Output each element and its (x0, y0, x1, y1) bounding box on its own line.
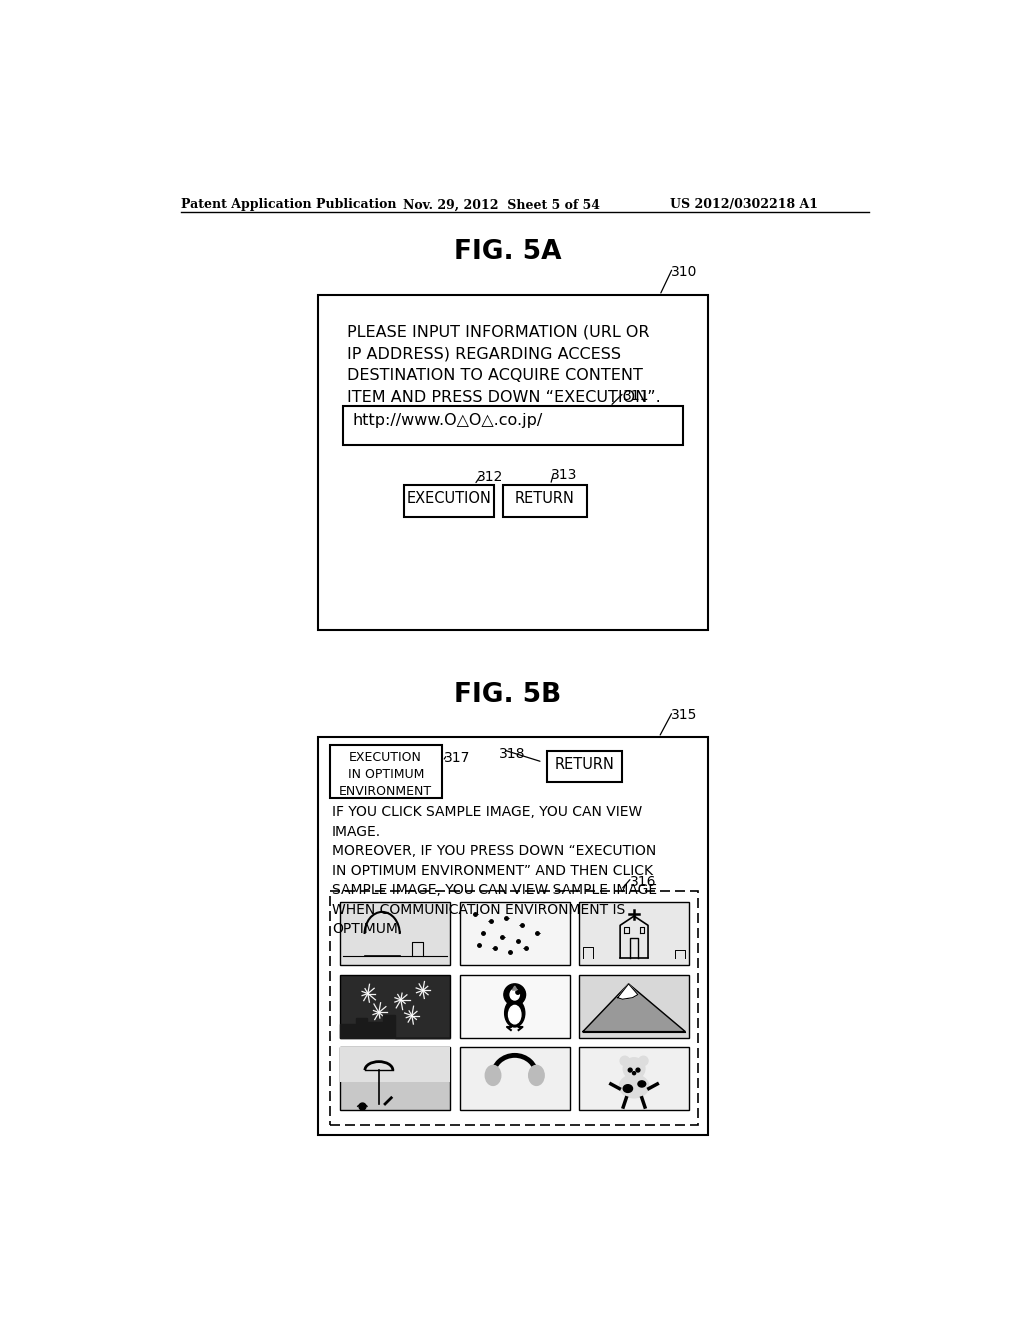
Text: EXECUTION: EXECUTION (407, 491, 492, 506)
Bar (460, 1047, 569, 1110)
Ellipse shape (509, 1006, 521, 1024)
Bar (460, 903, 569, 965)
Polygon shape (617, 983, 638, 999)
Bar (330, 891, 697, 1125)
Text: RETURN: RETURN (555, 756, 614, 772)
Circle shape (516, 990, 520, 994)
Bar (403, 484, 494, 517)
Circle shape (636, 1068, 640, 1072)
Text: US 2012/0302218 A1: US 2012/0302218 A1 (671, 198, 818, 211)
Text: EXECUTION
IN OPTIMUM
ENVIRONMENT: EXECUTION IN OPTIMUM ENVIRONMENT (339, 751, 432, 797)
Text: 315: 315 (671, 708, 697, 722)
Text: RETURN: RETURN (515, 491, 574, 506)
Bar (317, 296, 708, 630)
Text: 317: 317 (444, 751, 471, 766)
Text: FIG. 5A: FIG. 5A (454, 239, 561, 265)
Text: 310: 310 (671, 264, 697, 279)
Ellipse shape (638, 1081, 646, 1088)
Ellipse shape (510, 989, 519, 1001)
Ellipse shape (528, 1065, 544, 1085)
Circle shape (629, 1068, 632, 1072)
Text: http://www.O△O△.co.jp/: http://www.O△O△.co.jp/ (352, 412, 543, 428)
Ellipse shape (505, 999, 525, 1027)
Circle shape (633, 1072, 636, 1074)
Polygon shape (512, 986, 517, 990)
Text: 313: 313 (551, 469, 578, 482)
Ellipse shape (620, 1074, 649, 1098)
Polygon shape (340, 1015, 451, 1038)
Text: Patent Application Publication: Patent Application Publication (180, 198, 396, 211)
Polygon shape (583, 983, 685, 1032)
Text: 312: 312 (477, 470, 503, 484)
Bar (460, 974, 569, 1038)
Bar (547, 751, 623, 781)
Ellipse shape (485, 1065, 501, 1085)
Bar (579, 903, 689, 965)
Text: 318: 318 (499, 747, 525, 760)
Bar (330, 744, 442, 797)
Text: IF YOU CLICK SAMPLE IMAGE, YOU CAN VIEW
IMAGE.
MOREOVER, IF YOU PRESS DOWN “EXEC: IF YOU CLICK SAMPLE IMAGE, YOU CAN VIEW … (332, 805, 657, 936)
Bar (340, 903, 451, 965)
Text: Nov. 29, 2012  Sheet 5 of 54: Nov. 29, 2012 Sheet 5 of 54 (403, 198, 600, 211)
Text: 311: 311 (623, 389, 649, 404)
Circle shape (624, 1057, 645, 1080)
Bar (503, 484, 587, 517)
Circle shape (621, 1056, 630, 1065)
Bar (579, 1047, 689, 1110)
Text: FIG. 5B: FIG. 5B (454, 682, 561, 708)
Text: PLEASE INPUT INFORMATION (URL OR
IP ADDRESS) REGARDING ACCESS
DESTINATION TO ACQ: PLEASE INPUT INFORMATION (URL OR IP ADDR… (347, 325, 662, 404)
Text: 316: 316 (630, 875, 656, 888)
Bar (343, 407, 683, 445)
Bar (317, 738, 708, 1135)
Bar (579, 974, 689, 1038)
Bar (340, 1047, 451, 1110)
Circle shape (639, 1056, 648, 1065)
Bar (340, 974, 451, 1038)
Bar (340, 1047, 451, 1081)
Ellipse shape (624, 1085, 633, 1093)
Circle shape (504, 983, 525, 1006)
